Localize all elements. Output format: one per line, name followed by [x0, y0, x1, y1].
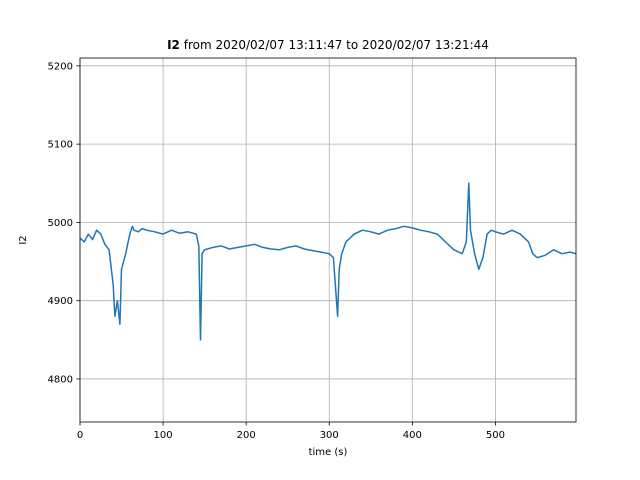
- y-axis-ticks: 4800 4900 5000 5100 5200: [48, 61, 80, 385]
- x-tick-label: 100: [154, 430, 173, 441]
- gridlines: [79, 58, 576, 422]
- plot-area: [79, 182, 577, 341]
- y-tick-label: 5200: [48, 61, 73, 72]
- x-tick-label: 0: [77, 430, 83, 441]
- x-tick-label: 200: [237, 430, 256, 441]
- x-tick-label: 400: [403, 430, 422, 441]
- y-tick-label: 5000: [48, 218, 73, 229]
- y-axis-label: I2: [18, 235, 29, 244]
- chart-title-rest: from 2020/02/07 13:11:47 to 2020/02/07 1…: [180, 38, 489, 52]
- x-axis-label: time (s): [309, 447, 348, 458]
- series-line: [79, 182, 577, 341]
- x-tick-label: 300: [320, 430, 339, 441]
- y-tick-label: 4900: [48, 296, 73, 307]
- x-axis-ticks: 0 100 200 300 400 500: [77, 422, 505, 441]
- x-tick-label: 500: [486, 430, 505, 441]
- axes-frame: [79, 57, 577, 423]
- y-tick-label: 4800: [48, 374, 73, 385]
- y-tick-label: 5100: [48, 140, 73, 151]
- chart-title-bold: I2: [167, 38, 180, 52]
- chart-title: I2 from 2020/02/07 13:11:47 to 2020/02/0…: [167, 38, 489, 52]
